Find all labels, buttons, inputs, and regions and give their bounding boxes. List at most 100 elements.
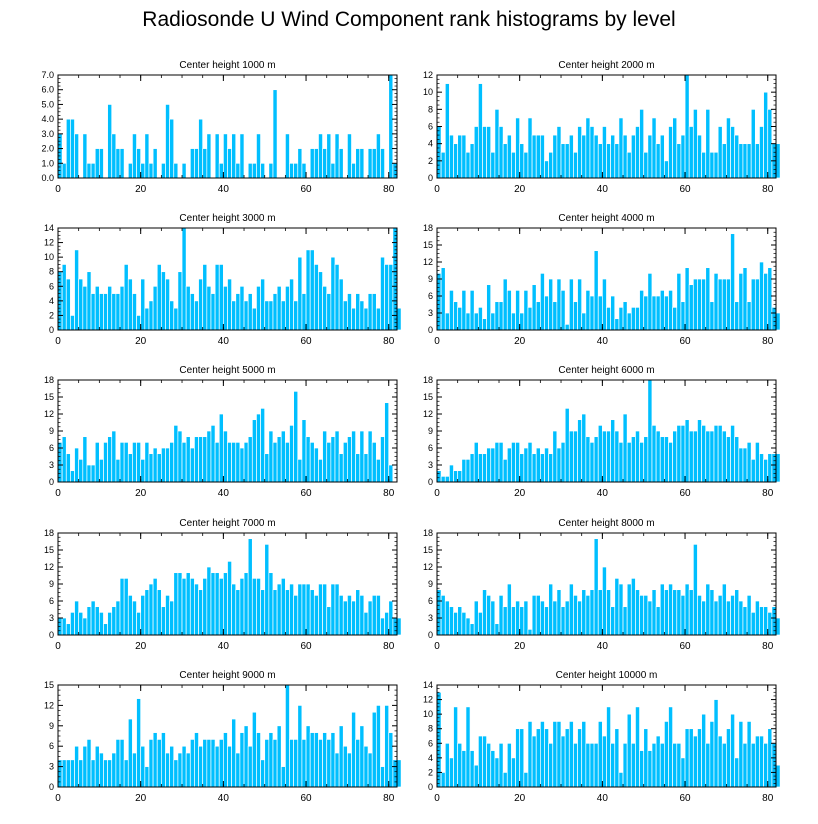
y-tick-label: 10 [423,87,433,97]
histogram-bar [523,772,529,788]
histogram-bar [127,162,133,179]
histogram-bar [548,278,554,331]
histogram-bar [610,419,616,483]
histogram-bar [227,278,232,331]
histogram-bar [548,742,554,788]
y-tick-label: 9 [49,721,54,731]
histogram-bar [626,151,632,179]
y-tick-label: 0 [428,477,433,487]
y-tick-label: 3 [428,460,433,470]
histogram-bar [132,293,137,331]
histogram-bar [585,289,591,331]
y-tick-label: 2 [428,767,433,777]
histogram-bar [717,126,723,179]
histogram-bar [115,458,121,483]
histogram-bar [330,583,336,636]
histogram-bar [734,134,740,179]
histogram-bar [668,441,673,483]
histogram-bar [746,301,752,331]
x-tick-label: 0 [434,488,440,499]
histogram-bar [581,721,587,788]
histogram-bar [338,725,344,788]
histogram-bar [701,151,707,179]
histogram-bar [651,589,657,636]
histogram-bar [498,441,504,483]
histogram-bar [202,436,208,483]
histogram-bar [202,148,208,179]
histogram-bar [684,267,690,331]
histogram-bar [709,430,715,483]
y-tick-label: 0.0 [41,173,54,183]
histogram-bar [198,589,204,636]
histogram-bar [82,745,88,788]
histogram-bar [285,285,290,331]
histogram-bar [717,278,723,331]
y-tick-label: 8 [49,267,54,277]
histogram-bar [564,323,570,331]
histogram-bar [614,143,620,179]
histogram-bar [210,424,216,483]
x-tick-label: 0 [55,184,61,195]
histogram-bar [227,745,232,788]
histogram-bar [713,424,719,483]
histogram-bar [721,583,727,636]
histogram-bar [717,594,723,636]
histogram-bar [260,407,266,483]
histogram-bar [156,589,162,636]
histogram-bar [185,572,191,636]
histogram-bar [235,752,241,788]
histogram-bar [305,436,311,483]
histogram-bar [688,284,694,331]
histogram-bar [622,301,628,331]
y-tick-label: 9 [49,426,54,436]
histogram-bar [136,441,142,483]
histogram-bar [635,306,640,331]
histogram-bar [127,594,133,636]
histogram-bar [152,148,158,179]
chart-title: Center height 5000 m [179,365,275,376]
histogram-bar [140,745,146,788]
histogram-bar [664,436,669,483]
histogram-bar [74,249,80,331]
histogram-bar [115,600,121,636]
histogram-bar [734,757,740,788]
histogram-bar [490,447,496,483]
histogram-bar [57,759,63,788]
histogram-bar [115,293,121,331]
x-tick-label: 60 [300,488,312,499]
histogram-bar [688,589,694,636]
histogram-bar [668,126,673,179]
histogram-bar [659,436,665,483]
histogram-bar [713,151,719,179]
histogram-bar [309,249,315,331]
y-tick-label: 4 [428,139,433,149]
histogram-bar [165,752,170,788]
histogram-bar [767,267,773,331]
histogram-bar [74,447,80,483]
histogram-bar [318,133,323,179]
histogram-bar [581,134,587,179]
histogram-bar [440,151,446,179]
histogram-bar [763,742,769,788]
histogram-bar [318,271,323,331]
histogram-bar [70,611,75,636]
histogram-bar [103,759,108,788]
histogram-bar [313,264,319,331]
histogram-bar [759,606,764,636]
histogram-bar [140,594,146,636]
histogram-bar [692,735,698,788]
chart-panel: Center height 1000 m 0 20 40 60 80 0.0 1.0 2.0 3.… [41,60,398,195]
histogram-bar [388,74,394,179]
histogram-bar [334,430,340,483]
y-tick-label: 0 [428,630,433,640]
histogram-bar [676,424,682,483]
histogram-bar [552,134,558,179]
histogram-bar [371,441,377,483]
histogram-bar [214,572,220,636]
histogram-bar [297,705,303,788]
histogram-bar [730,233,736,331]
histogram-bar [214,264,220,331]
histogram-bar [602,735,607,788]
histogram-bar [198,118,204,179]
histogram-bar [498,301,504,331]
